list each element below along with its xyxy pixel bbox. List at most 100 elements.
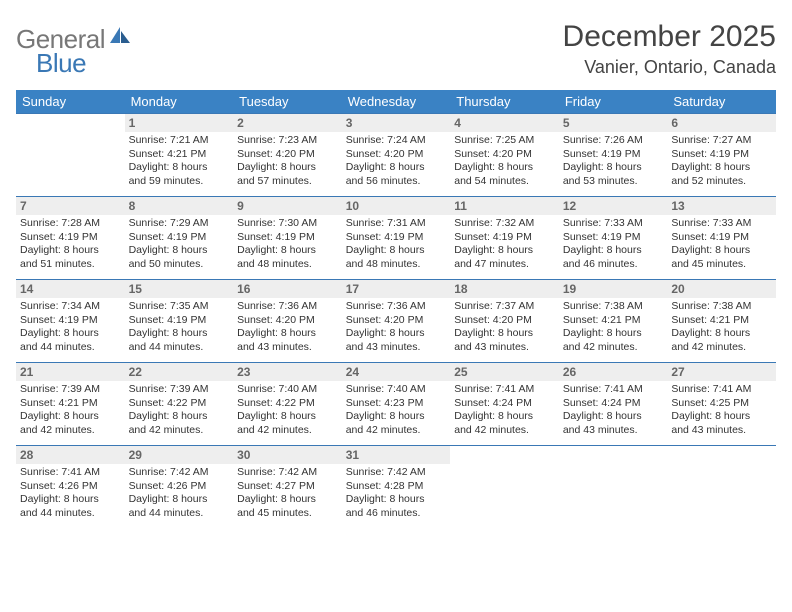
title-block: December 2025 Vanier, Ontario, Canada: [563, 20, 776, 78]
day-cell: 31 Sunrise: 7:42 AMSunset: 4:28 PMDayligh…: [342, 445, 451, 528]
day-info-line: Sunrise: 7:42 AM: [237, 466, 338, 480]
day-number: 3: [342, 114, 451, 132]
day-number: 28: [16, 446, 125, 464]
day-info-line: Sunrise: 7:38 AM: [563, 300, 664, 314]
day-info-line: Sunset: 4:20 PM: [454, 148, 555, 162]
day-info-line: Sunrise: 7:40 AM: [346, 383, 447, 397]
day-info-line: and 50 minutes.: [129, 258, 230, 272]
col-thursday: Thursday: [450, 90, 559, 113]
day-info-line: and 53 minutes.: [563, 175, 664, 189]
day-info: Sunrise: 7:33 AMSunset: 4:19 PMDaylight:…: [671, 217, 772, 272]
day-info: Sunrise: 7:42 AMSunset: 4:26 PMDaylight:…: [129, 466, 230, 521]
day-info-line: Daylight: 8 hours: [454, 410, 555, 424]
day-info-line: and 44 minutes.: [129, 507, 230, 521]
day-info: Sunrise: 7:42 AMSunset: 4:28 PMDaylight:…: [346, 466, 447, 521]
day-info: Sunrise: 7:32 AMSunset: 4:19 PMDaylight:…: [454, 217, 555, 272]
day-info-line: Daylight: 8 hours: [454, 327, 555, 341]
col-wednesday: Wednesday: [342, 90, 451, 113]
day-info-line: and 46 minutes.: [563, 258, 664, 272]
day-info-line: and 43 minutes.: [563, 424, 664, 438]
day-info: Sunrise: 7:30 AMSunset: 4:19 PMDaylight:…: [237, 217, 338, 272]
day-number: 31: [342, 446, 451, 464]
day-cell: 28Sunrise: 7:41 AMSunset: 4:26 PMDayligh…: [16, 445, 125, 528]
day-info-line: Sunset: 4:25 PM: [671, 397, 772, 411]
day-cell: 7Sunrise: 7:28 AMSunset: 4:19 PMDaylight…: [16, 196, 125, 279]
day-info-line: and 52 minutes.: [671, 175, 772, 189]
day-info: Sunrise: 7:25 AMSunset: 4:20 PMDaylight:…: [454, 134, 555, 189]
day-info-line: Sunrise: 7:41 AM: [454, 383, 555, 397]
day-number: 9: [233, 197, 342, 215]
day-info: Sunrise: 7:21 AMSunset: 4:21 PMDaylight:…: [129, 134, 230, 189]
day-cell: 10Sunrise: 7:31 AMSunset: 4:19 PMDayligh…: [342, 196, 451, 279]
day-info-line: and 42 minutes.: [671, 341, 772, 355]
day-cell: 6Sunrise: 7:27 AMSunset: 4:19 PMDaylight…: [667, 113, 776, 196]
day-info: Sunrise: 7:39 AMSunset: 4:22 PMDaylight:…: [129, 383, 230, 438]
day-info-line: Sunrise: 7:21 AM: [129, 134, 230, 148]
day-info-line: Sunrise: 7:26 AM: [563, 134, 664, 148]
day-info-line: Daylight: 8 hours: [237, 493, 338, 507]
day-info-line: Sunrise: 7:25 AM: [454, 134, 555, 148]
day-cell: 9 Sunrise: 7:30 AMSunset: 4:19 PMDaylight…: [233, 196, 342, 279]
day-info-line: and 48 minutes.: [346, 258, 447, 272]
day-info-line: Sunrise: 7:33 AM: [563, 217, 664, 231]
header: General December 2025 Vanier, Ontario, C…: [16, 20, 776, 90]
day-info-line: Sunrise: 7:41 AM: [20, 466, 121, 480]
day-number: 4: [450, 114, 559, 132]
day-info: Sunrise: 7:24 AMSunset: 4:20 PMDaylight:…: [346, 134, 447, 189]
col-sunday: Sunday: [16, 90, 125, 113]
day-cell: 29 Sunrise: 7:42 AMSunset: 4:26 PMDayligh…: [125, 445, 234, 528]
day-info-line: Daylight: 8 hours: [20, 327, 121, 341]
day-info-line: and 54 minutes.: [454, 175, 555, 189]
day-info-line: Daylight: 8 hours: [563, 327, 664, 341]
day-info: Sunrise: 7:37 AMSunset: 4:20 PMDaylight:…: [454, 300, 555, 355]
day-info: Sunrise: 7:40 AMSunset: 4:23 PMDaylight:…: [346, 383, 447, 438]
day-info-line: and 45 minutes.: [671, 258, 772, 272]
day-info: Sunrise: 7:40 AMSunset: 4:22 PMDaylight:…: [237, 383, 338, 438]
day-info-line: Sunset: 4:19 PM: [20, 314, 121, 328]
day-cell: 24Sunrise: 7:40 AMSunset: 4:23 PMDayligh…: [342, 362, 451, 445]
day-info-line: Sunset: 4:19 PM: [671, 148, 772, 162]
day-number: 14: [16, 280, 125, 298]
day-cell: 27Sunrise: 7:41 AMSunset: 4:25 PMDayligh…: [667, 362, 776, 445]
day-info-line: Daylight: 8 hours: [129, 493, 230, 507]
day-cell: 23Sunrise: 7:40 AMSunset: 4:22 PMDayligh…: [233, 362, 342, 445]
day-info-line: Sunset: 4:26 PM: [129, 480, 230, 494]
day-info-line: and 56 minutes.: [346, 175, 447, 189]
day-info-line: Daylight: 8 hours: [346, 161, 447, 175]
day-info: Sunrise: 7:38 AMSunset: 4:21 PMDaylight:…: [563, 300, 664, 355]
day-number: 8: [125, 197, 234, 215]
day-info-line: and 43 minutes.: [346, 341, 447, 355]
day-info-line: and 43 minutes.: [237, 341, 338, 355]
day-info-line: Sunrise: 7:29 AM: [129, 217, 230, 231]
day-cell: 22Sunrise: 7:39 AMSunset: 4:22 PMDayligh…: [125, 362, 234, 445]
day-info-line: Daylight: 8 hours: [20, 410, 121, 424]
day-info-line: and 45 minutes.: [237, 507, 338, 521]
calendar-table: Sunday Monday Tuesday Wednesday Thursday…: [16, 90, 776, 528]
day-info-line: Sunset: 4:20 PM: [454, 314, 555, 328]
col-monday: Monday: [125, 90, 234, 113]
day-cell: [450, 445, 559, 528]
day-info-line: and 44 minutes.: [20, 341, 121, 355]
day-info-line: Sunset: 4:20 PM: [346, 148, 447, 162]
day-number: 21: [16, 363, 125, 381]
day-number: 26: [559, 363, 668, 381]
day-info-line: Sunset: 4:21 PM: [20, 397, 121, 411]
day-number: 29: [125, 446, 234, 464]
day-info-line: Sunrise: 7:28 AM: [20, 217, 121, 231]
day-cell: 1Sunrise: 7:21 AMSunset: 4:21 PMDaylight…: [125, 113, 234, 196]
day-number: 5: [559, 114, 668, 132]
day-info-line: Daylight: 8 hours: [671, 244, 772, 258]
day-info: Sunrise: 7:34 AMSunset: 4:19 PMDaylight:…: [20, 300, 121, 355]
day-info-line: Daylight: 8 hours: [346, 410, 447, 424]
day-number: 19: [559, 280, 668, 298]
day-info-line: Sunrise: 7:41 AM: [563, 383, 664, 397]
day-info-line: Sunset: 4:24 PM: [563, 397, 664, 411]
day-info-line: Daylight: 8 hours: [129, 161, 230, 175]
day-info-line: Daylight: 8 hours: [671, 327, 772, 341]
day-info-line: Sunrise: 7:36 AM: [237, 300, 338, 314]
day-cell: 16Sunrise: 7:36 AMSunset: 4:20 PMDayligh…: [233, 279, 342, 362]
day-number: 10: [342, 197, 451, 215]
day-info: Sunrise: 7:36 AMSunset: 4:20 PMDaylight:…: [237, 300, 338, 355]
day-info-line: and 42 minutes.: [563, 341, 664, 355]
day-number: 12: [559, 197, 668, 215]
